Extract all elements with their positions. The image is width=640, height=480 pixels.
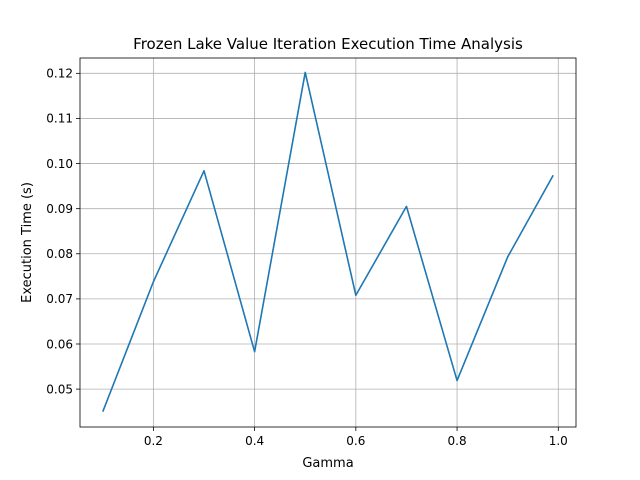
plot-frame <box>79 57 577 428</box>
x-tick-label: 0.6 <box>346 434 365 448</box>
y-tick-label: 0.06 <box>46 337 73 351</box>
x-tick-label: 1.0 <box>549 434 568 448</box>
y-tick-label: 0.08 <box>46 247 73 261</box>
x-tick-label: 0.4 <box>245 434 264 448</box>
series-layer <box>102 71 554 412</box>
grid <box>80 58 576 427</box>
x-tick-label: 0.2 <box>144 434 163 448</box>
y-axis: 0.05 0.06 0.07 0.08 0.09 0.10 0.11 0.12 <box>46 67 80 396</box>
y-tick-label: 0.09 <box>46 202 73 216</box>
y-tick-label: 0.12 <box>46 67 73 81</box>
chart-title: Frozen Lake Value Iteration Execution Ti… <box>133 35 523 53</box>
y-tick-label: 0.11 <box>46 112 73 126</box>
x-axis-label: Gamma <box>302 456 353 471</box>
y-tick-label: 0.05 <box>46 382 73 396</box>
y-axis-label: Execution Time (s) <box>20 182 35 303</box>
x-axis: 0.2 0.4 0.6 0.8 1.0 <box>144 427 568 448</box>
series-line <box>102 71 554 412</box>
y-tick-label: 0.07 <box>46 292 73 306</box>
y-tick-label: 0.10 <box>46 157 73 171</box>
x-tick-label: 0.8 <box>448 434 467 448</box>
